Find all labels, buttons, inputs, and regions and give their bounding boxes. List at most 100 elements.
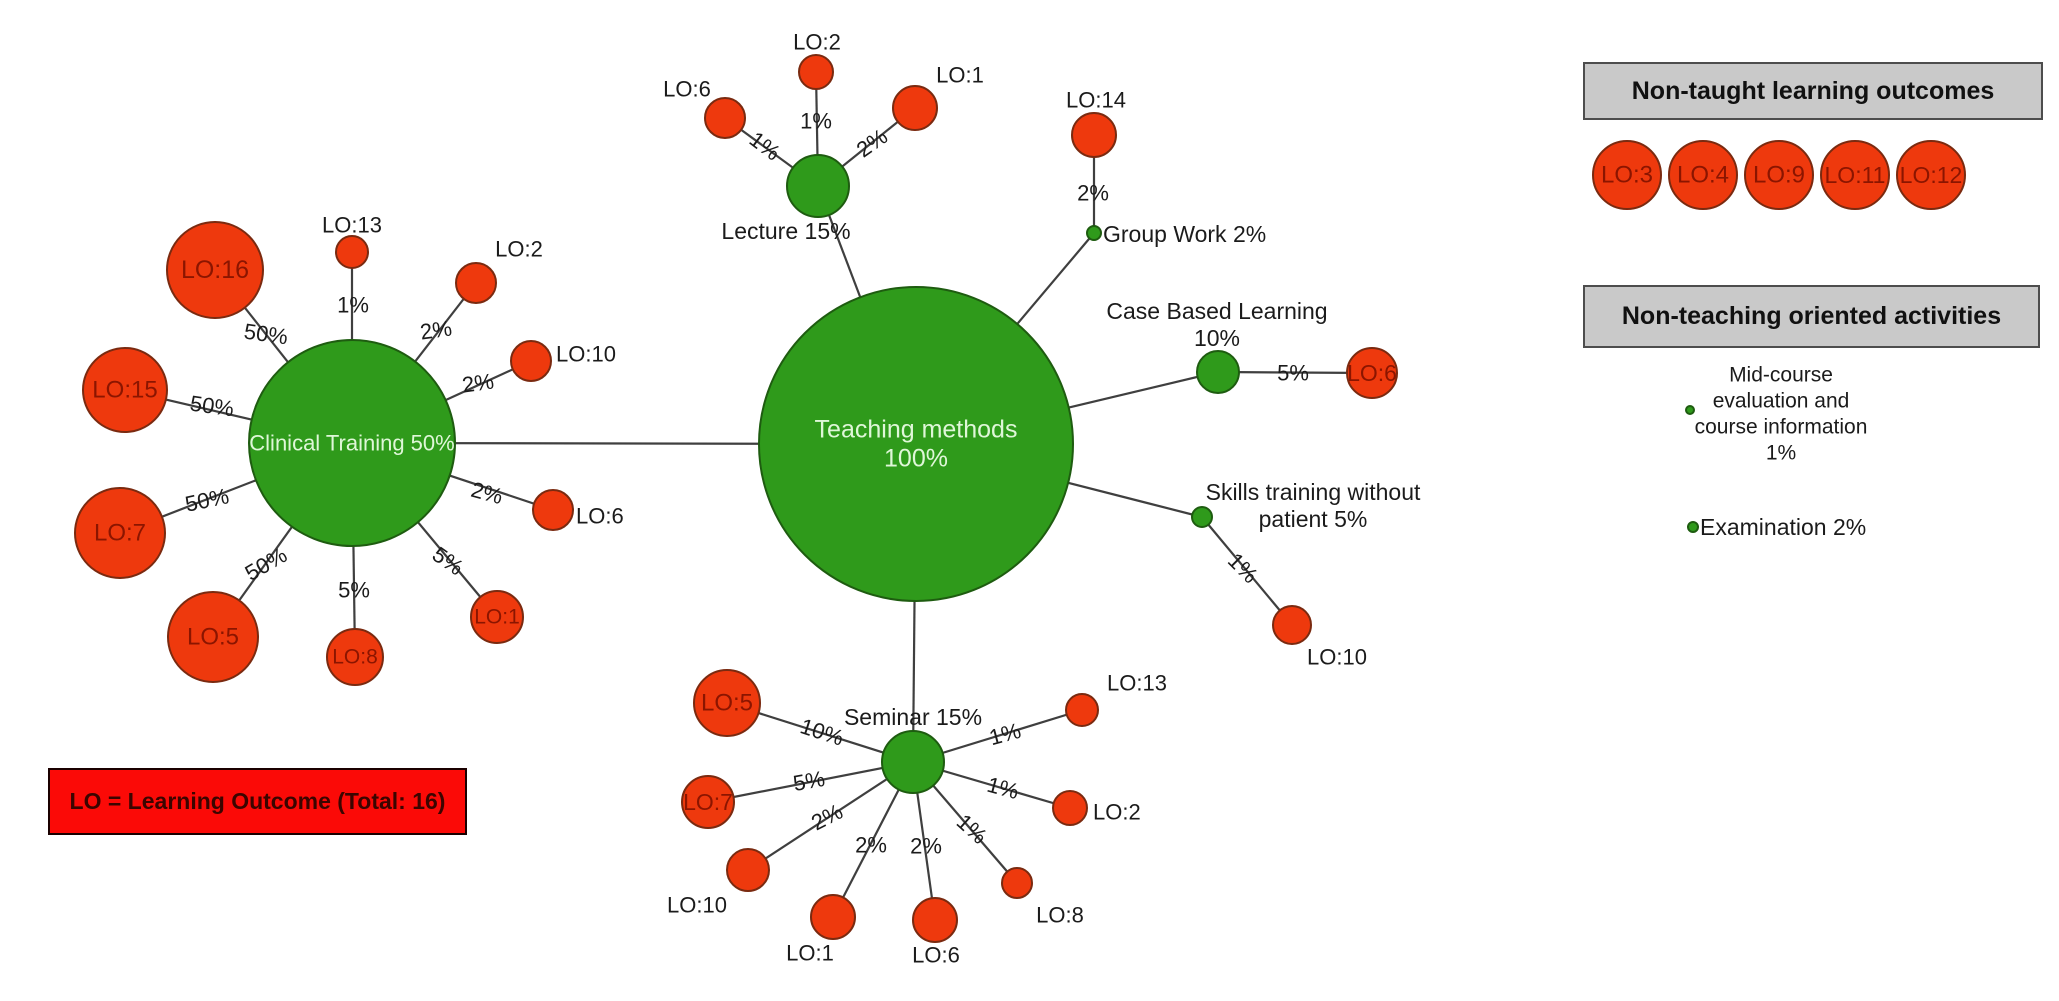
lo-node-c8 <box>326 628 384 686</box>
lo-node-m6 <box>912 897 958 943</box>
hub-label-clinical: Clinical Training 50% <box>249 431 454 456</box>
lo-node-m1 <box>810 894 856 940</box>
edge-label-clinical-c15: 50% <box>188 391 235 422</box>
lo-node-c15 <box>82 347 168 433</box>
lecture-hub-label: Lecture 15% <box>721 218 850 244</box>
non-taught-header: Non-taught learning outcomes <box>1583 62 2043 120</box>
examination-label: Examination 2% <box>1700 514 1866 540</box>
lo-node-l1 <box>892 85 938 131</box>
lo-node-m8 <box>1001 867 1033 899</box>
lo-node-m2 <box>1052 790 1088 826</box>
lo-label-r11: LO:11 <box>1825 162 1886 188</box>
hub-label-teaching: Teaching methods <box>815 416 1018 444</box>
lo-node-m13 <box>1065 693 1099 727</box>
lo-node-g14 <box>1071 112 1117 158</box>
edge-label-clinical-c10: 2% <box>461 368 496 397</box>
edge-label-seminar-m7: 5% <box>791 766 827 796</box>
clinical-lo6-label: LO:6 <box>576 504 624 529</box>
lo-label-m5: LO:5 <box>701 690 753 717</box>
lo-node-l6 <box>704 97 746 139</box>
lo-label-m7: LO:7 <box>683 789 733 815</box>
lo-node-r9 <box>1744 140 1814 210</box>
lo-node-c1 <box>470 590 524 644</box>
lo-node-c16 <box>166 221 264 319</box>
lo-node-r12 <box>1896 140 1966 210</box>
lo-label-c16: LO:16 <box>181 256 249 284</box>
clinical-lo2-label: LO:2 <box>495 237 543 262</box>
edge-label-seminar-m10: 2% <box>807 799 847 836</box>
lecture-lo6-label: LO:6 <box>663 77 711 102</box>
non-teaching-header: Non-teaching oriented activities <box>1583 285 2040 348</box>
hub-node-mid_dot <box>1685 405 1695 415</box>
hub-node-groupwork <box>1086 225 1102 241</box>
lo-label-c7: LO:7 <box>94 520 146 547</box>
seminar-hub-label: Seminar 15% <box>844 704 982 730</box>
edge-label-clinical-c8: 5% <box>338 578 370 603</box>
edge-label-lecture-l1: 2% <box>852 124 892 163</box>
lo-node-m7 <box>681 775 735 829</box>
seminar-lo8-label: LO:8 <box>1036 903 1084 928</box>
clinical-lo10-label: LO:10 <box>556 342 616 367</box>
lo-node-m5 <box>693 669 761 737</box>
lo-node-r3 <box>1592 140 1662 210</box>
groupwork-hub-label: Group Work 2% <box>1103 221 1266 247</box>
lo-node-c7 <box>74 487 166 579</box>
lo-label-r4: LO:4 <box>1677 162 1729 189</box>
seminar-lo10-label: LO:10 <box>667 893 727 918</box>
skills-hub-label: Skills training without <box>1206 479 1421 505</box>
edge-label-seminar-m5: 10% <box>797 713 847 750</box>
lo-node-l2 <box>798 54 834 90</box>
edge-label-clinical-c16: 50% <box>242 319 289 350</box>
lo-node-r4 <box>1668 140 1738 210</box>
lo-node-c2 <box>455 262 497 304</box>
edge-label-seminar-m6: 2% <box>910 834 942 859</box>
lo-node-m10 <box>726 848 770 892</box>
hub-node-cbl <box>1196 350 1240 394</box>
non-taught-header-label: Non-taught learning outcomes <box>1631 76 1995 105</box>
lo-label-b6: LO:6 <box>1347 360 1397 386</box>
lo-label-c15: LO:15 <box>92 377 157 404</box>
edge-label-clinical-c7: 50% <box>183 483 231 517</box>
edge-label-seminar-m2: 1% <box>984 772 1021 804</box>
lo-node-c6r <box>532 489 574 531</box>
lo-label-c1: LO:1 <box>474 606 520 629</box>
hub-node-seminar <box>881 730 945 794</box>
seminar-lo1-label: LO:1 <box>786 941 834 966</box>
clinical-lo13-label: LO:13 <box>322 213 382 238</box>
lo-node-c5 <box>167 591 259 683</box>
legend-label: LO = Learning Outcome (Total: 16) <box>69 788 446 814</box>
lo-node-b6 <box>1346 347 1398 399</box>
edge-skills-s10 <box>1201 516 1293 626</box>
edge-label-clinical-c13: 1% <box>337 293 369 318</box>
lo-label-r9: LO:9 <box>1753 162 1805 189</box>
edge-seminar-m7 <box>707 760 914 804</box>
lecture-lo1-label: LO:1 <box>936 63 984 88</box>
midcourse-label: 1% <box>1766 442 1796 465</box>
hub-node-exam_dot <box>1687 521 1699 533</box>
hub-node-skills <box>1191 506 1213 528</box>
cbl-hub-label: 10% <box>1194 325 1240 351</box>
skills-hub-label: patient 5% <box>1259 506 1368 532</box>
hub-label-teaching: 100% <box>884 445 948 473</box>
cbl-hub-label: Case Based Learning <box>1106 298 1327 324</box>
hub-node-teaching <box>758 286 1074 602</box>
lo-node-r11 <box>1820 140 1890 210</box>
midcourse-label: Mid-course <box>1729 364 1833 387</box>
lo-label-c8: LO:8 <box>332 646 378 669</box>
seminar-lo13-label: LO:13 <box>1107 671 1167 696</box>
lo-label-c5: LO:5 <box>187 624 239 651</box>
lo-node-s10 <box>1272 605 1312 645</box>
midcourse-label: course information <box>1695 416 1868 439</box>
edge-label-lecture-l2: 1% <box>800 109 832 134</box>
lo-label-r12: LO:12 <box>1900 162 1963 188</box>
non-teaching-header-label: Non-teaching oriented activities <box>1621 302 2002 330</box>
groupwork-lo14-label: LO:14 <box>1066 88 1126 113</box>
edge-seminar-m10 <box>747 761 914 871</box>
edge-label-groupwork-g14: 2% <box>1077 181 1109 206</box>
seminar-lo2-label: LO:2 <box>1093 800 1141 825</box>
hub-node-clinical <box>248 339 456 547</box>
edge-label-clinical-c5: 50% <box>241 542 292 586</box>
legend-box: LO = Learning Outcome (Total: 16) <box>48 768 467 835</box>
